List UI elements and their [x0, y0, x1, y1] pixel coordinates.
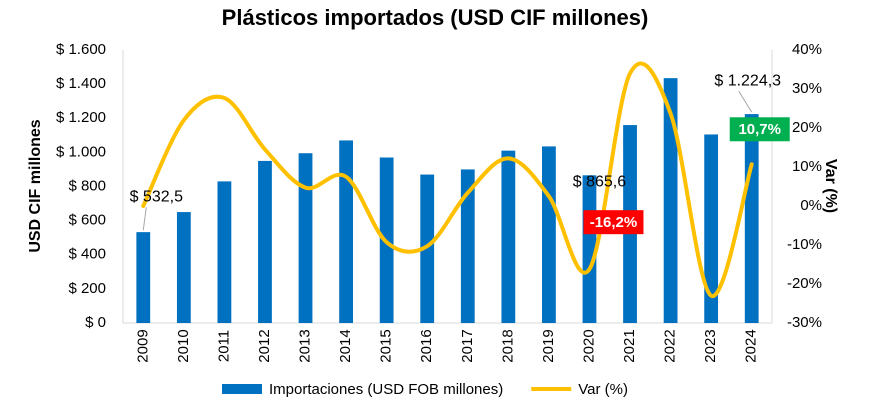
legend-swatch — [222, 384, 262, 394]
data-label: 10,7% — [738, 121, 781, 138]
y2-tick-label: -30% — [787, 314, 822, 331]
y2-tick-label: -20% — [787, 275, 822, 292]
bar — [501, 150, 516, 323]
bar — [460, 169, 475, 323]
x-tick-label: 2020 — [580, 329, 597, 362]
x-tick-label: 2014 — [337, 329, 354, 362]
line — [141, 61, 754, 298]
bar — [339, 140, 353, 323]
y2-tick-label: 20% — [792, 119, 822, 136]
y-tick-label: $ 800 — [68, 177, 106, 194]
y-tick-label: $ 400 — [68, 246, 106, 263]
y-tick-label: $ 1.000 — [56, 143, 106, 160]
x-tick-label: 2011 — [215, 330, 232, 362]
x-tick-label: 2010 — [175, 329, 192, 362]
x-tick-label: 2022 — [662, 329, 679, 362]
y2-tick-label: 40% — [792, 41, 822, 58]
x-tick-label: 2024 — [743, 329, 760, 362]
bar — [420, 174, 435, 323]
x-tick-label: 2018 — [499, 329, 516, 362]
leader-line — [142, 207, 147, 231]
y-tick-label: $ 1.400 — [56, 75, 106, 92]
y-tick-label: $ 600 — [68, 212, 106, 229]
data-label: $ 1.224,3 — [714, 72, 781, 89]
y-tick-label: $ 200 — [68, 280, 106, 297]
data-label: $ 865,6 — [573, 174, 626, 191]
chart-title: Plásticos importados (USD CIF millones) — [222, 5, 649, 30]
leader-line — [738, 90, 753, 113]
data-label: $ 532,5 — [130, 188, 183, 205]
data-label-box — [729, 117, 790, 142]
x-tick-label: 2019 — [540, 329, 557, 362]
bar — [217, 181, 232, 323]
bar — [744, 114, 759, 323]
x-tick-label: 2023 — [702, 329, 719, 362]
x-tick-label: 2009 — [134, 329, 151, 362]
y2-tick-label: 30% — [792, 80, 822, 97]
x-tick-label: 2017 — [459, 329, 476, 362]
data-label: -16,2% — [590, 214, 638, 231]
legend-label: Importaciones (USD FOB millones) — [269, 381, 503, 398]
bar — [704, 134, 719, 323]
x-tick-label: 2013 — [297, 329, 314, 362]
bar — [298, 153, 313, 323]
x-tick-label: 2012 — [256, 329, 273, 362]
y2-axis-label: Var (%) — [822, 159, 839, 213]
x-tick-label: 2015 — [378, 329, 395, 362]
bar — [176, 212, 191, 323]
y2-tick-label: 0% — [800, 197, 822, 214]
y-tick-label: $ 1.600 — [56, 41, 106, 58]
bar — [542, 146, 556, 323]
x-tick-label: 2021 — [621, 329, 638, 362]
legend-label: Var (%) — [578, 381, 628, 398]
bar — [136, 232, 151, 323]
data-label-box — [583, 210, 644, 235]
y-tick-label: $ 0 — [85, 314, 106, 331]
y-tick-label: $ 1.200 — [56, 109, 106, 126]
bar — [258, 160, 272, 323]
y-axis-label: USD CIF millones — [27, 119, 44, 252]
x-tick-label: 2016 — [418, 329, 435, 362]
y2-tick-label: 10% — [792, 158, 822, 175]
bar — [663, 78, 678, 323]
y2-tick-label: -10% — [787, 236, 822, 253]
